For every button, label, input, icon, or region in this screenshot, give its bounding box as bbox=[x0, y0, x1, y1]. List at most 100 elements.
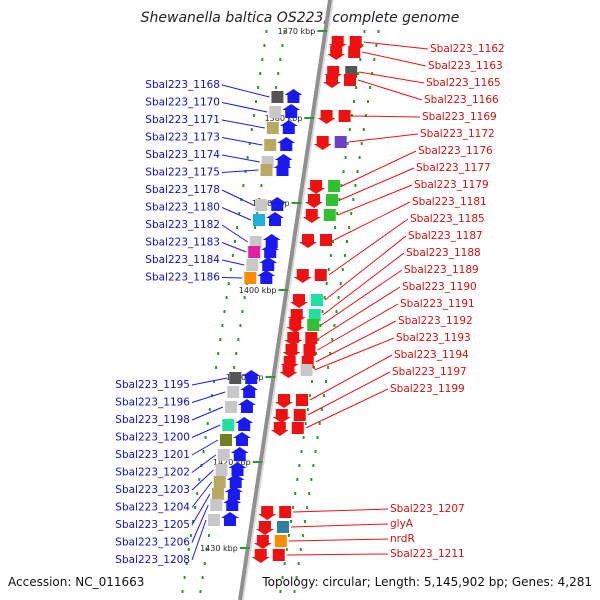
gene-label-left: Sbal223_1200 bbox=[115, 432, 190, 444]
gene-arrow-forward bbox=[233, 432, 251, 446]
guide-dot bbox=[320, 408, 323, 411]
label-leader-right bbox=[293, 508, 389, 513]
guide-dot bbox=[202, 450, 205, 453]
gene-block-right bbox=[344, 74, 356, 86]
label-leader-left bbox=[221, 277, 243, 279]
guide-dot bbox=[204, 436, 207, 439]
guide-dot bbox=[299, 548, 302, 551]
gene-label-right: Sbal223_1172 bbox=[420, 128, 495, 140]
gene-arrow-reverse bbox=[282, 344, 301, 358]
guide-dot bbox=[257, 86, 260, 89]
guide-dot bbox=[283, 30, 286, 33]
gene-block-left bbox=[246, 259, 259, 271]
label-leader-left bbox=[221, 102, 268, 113]
guide-dot bbox=[332, 240, 334, 243]
guide-dot bbox=[350, 212, 353, 215]
guide-dot bbox=[279, 590, 282, 593]
gene-block-left bbox=[266, 122, 279, 134]
scale-label: 1380 kbp bbox=[265, 114, 303, 123]
label-leader-right bbox=[359, 71, 425, 84]
gene-block-right bbox=[279, 506, 292, 518]
gene-block-left bbox=[220, 434, 232, 446]
guide-dot bbox=[348, 128, 351, 131]
label-leader-left bbox=[191, 504, 209, 543]
gene-block-right bbox=[338, 110, 351, 122]
label-leader-left bbox=[221, 84, 270, 98]
guide-dot bbox=[304, 520, 306, 523]
guide-dot bbox=[229, 268, 232, 271]
gene-block-left bbox=[264, 139, 277, 151]
guide-dot bbox=[254, 226, 257, 229]
gene-arrow-forward bbox=[226, 474, 245, 488]
backbone-shadow bbox=[242, 0, 334, 600]
guide-dot bbox=[259, 72, 262, 75]
gene-block-left bbox=[269, 106, 282, 118]
guide-dot bbox=[301, 534, 304, 537]
guide-dot bbox=[210, 394, 213, 397]
guide-dot bbox=[297, 562, 300, 565]
guide-dot bbox=[300, 450, 303, 453]
label-leader-left bbox=[221, 137, 263, 146]
label-leader-right bbox=[357, 79, 423, 101]
gene-label-right: Sbal223_1165 bbox=[426, 77, 501, 89]
guide-dot bbox=[203, 562, 206, 565]
guide-dot bbox=[242, 184, 245, 187]
gene-arrow-reverse bbox=[327, 46, 346, 60]
guide-dot bbox=[196, 492, 199, 495]
gene-arrow-forward bbox=[230, 447, 249, 461]
guide-dot bbox=[353, 100, 355, 103]
guide-dot bbox=[354, 184, 357, 187]
guide-dot bbox=[189, 534, 192, 537]
guide-dot bbox=[316, 436, 319, 439]
guide-dot bbox=[350, 114, 353, 117]
gene-block-left bbox=[217, 449, 230, 461]
gene-label-right: Sbal223_1179 bbox=[414, 179, 489, 191]
guide-dot bbox=[241, 310, 244, 313]
guide-dot bbox=[201, 576, 204, 579]
guide-dot bbox=[287, 534, 290, 537]
gene-block-right bbox=[308, 309, 321, 321]
gene-arrow-forward bbox=[235, 417, 254, 431]
gene-label-left: Sbal223_1170 bbox=[145, 97, 220, 109]
label-leader-left bbox=[191, 391, 226, 403]
gene-block-left bbox=[244, 272, 257, 284]
guide-dot bbox=[239, 324, 242, 327]
gene-label-right: Sbal223_1189 bbox=[404, 264, 479, 276]
guide-dot bbox=[312, 464, 315, 467]
gene-block-right bbox=[311, 294, 323, 306]
label-leader-right bbox=[339, 167, 415, 201]
gene-arrow-forward bbox=[242, 370, 261, 384]
gene-block-left bbox=[211, 488, 224, 500]
gene-arrow-forward bbox=[277, 137, 296, 151]
gene-arrow-forward bbox=[268, 197, 287, 211]
gene-label-left: Sbal223_1180 bbox=[145, 202, 220, 214]
gene-block-right bbox=[291, 422, 304, 434]
gene-block-right bbox=[334, 136, 347, 148]
guide-dot bbox=[314, 450, 317, 453]
gene-label-left: Sbal223_1208 bbox=[115, 554, 190, 566]
label-leader-right bbox=[319, 286, 401, 339]
gene-label-right: Sbal223_1177 bbox=[416, 162, 491, 174]
guide-dot bbox=[248, 142, 251, 145]
label-leader-right bbox=[337, 184, 413, 216]
topology-text: Topology: circular; Length: 5,145,902 bp… bbox=[262, 575, 592, 589]
gene-arrow-forward bbox=[221, 512, 239, 526]
gene-arrow-forward bbox=[257, 270, 276, 284]
guide-dot bbox=[357, 72, 360, 75]
gene-arrow-forward bbox=[228, 462, 247, 476]
gene-arrow-forward bbox=[261, 244, 280, 258]
gene-arrow-forward bbox=[282, 104, 301, 118]
guide-dot bbox=[206, 422, 209, 425]
guide-dot bbox=[367, 100, 369, 103]
gene-arrow-forward bbox=[223, 497, 242, 511]
guide-dot bbox=[335, 310, 338, 313]
guide-dot bbox=[238, 212, 241, 215]
label-leader-right bbox=[315, 320, 397, 363]
label-leader-right bbox=[322, 252, 405, 316]
gene-label-left: Sbal223_1178 bbox=[145, 184, 220, 196]
scale-label: 1400 kbp bbox=[239, 286, 277, 295]
gene-label-right: Sbal223_1207 bbox=[390, 503, 465, 515]
guide-dot bbox=[298, 464, 301, 467]
scale-label: 1390 kbp bbox=[252, 199, 290, 208]
